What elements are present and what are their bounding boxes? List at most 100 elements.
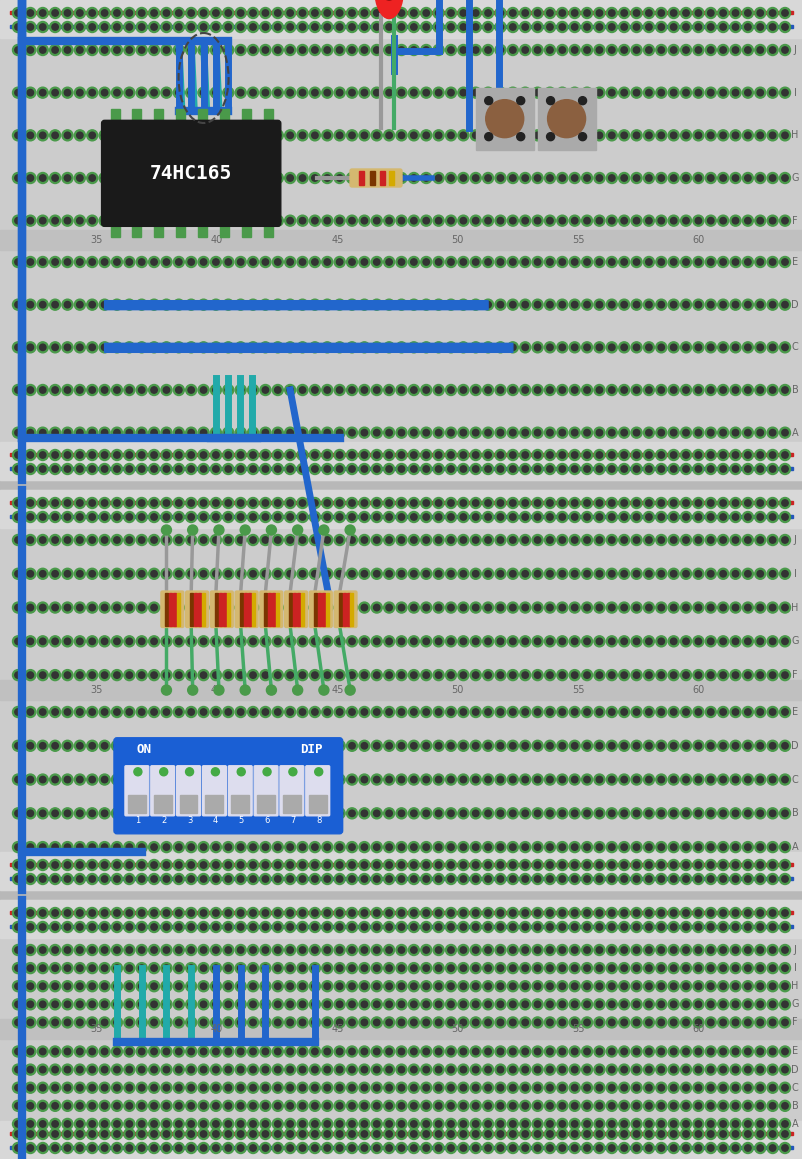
Text: A: A [791, 428, 797, 438]
Circle shape [346, 1016, 357, 1028]
Circle shape [52, 1001, 59, 1007]
Circle shape [76, 862, 83, 868]
Circle shape [781, 344, 788, 350]
Circle shape [64, 604, 71, 611]
Bar [173, 592, 176, 626]
Circle shape [719, 1131, 726, 1137]
Circle shape [297, 87, 308, 99]
Circle shape [213, 672, 219, 678]
Circle shape [371, 7, 382, 19]
Circle shape [52, 344, 59, 350]
Text: 3: 3 [187, 816, 192, 825]
Circle shape [39, 1048, 46, 1055]
Circle shape [138, 46, 144, 53]
Circle shape [262, 218, 269, 224]
Circle shape [581, 636, 592, 647]
Circle shape [101, 672, 107, 678]
Circle shape [225, 1066, 231, 1073]
Circle shape [695, 862, 701, 868]
Circle shape [383, 907, 394, 918]
Circle shape [532, 1047, 542, 1057]
Circle shape [346, 7, 357, 19]
Circle shape [593, 299, 604, 311]
Circle shape [655, 173, 666, 183]
Circle shape [324, 344, 330, 350]
Circle shape [507, 636, 518, 647]
Circle shape [225, 513, 231, 520]
Circle shape [484, 1131, 491, 1137]
Circle shape [247, 299, 258, 311]
Circle shape [210, 1064, 221, 1076]
Circle shape [519, 1118, 530, 1129]
Circle shape [423, 639, 429, 644]
Circle shape [398, 537, 404, 544]
Circle shape [620, 46, 626, 53]
Circle shape [235, 568, 246, 580]
Circle shape [75, 1083, 85, 1093]
Circle shape [39, 1145, 46, 1151]
Circle shape [114, 810, 120, 817]
Circle shape [645, 743, 651, 749]
Circle shape [484, 777, 491, 782]
Circle shape [435, 301, 441, 308]
Circle shape [361, 862, 367, 868]
Circle shape [679, 981, 691, 992]
Circle shape [322, 173, 332, 183]
Circle shape [457, 921, 468, 933]
Circle shape [136, 534, 147, 546]
Circle shape [213, 175, 219, 181]
Circle shape [432, 1143, 444, 1153]
Circle shape [717, 981, 727, 992]
Circle shape [64, 218, 71, 224]
Circle shape [620, 1102, 626, 1109]
Circle shape [136, 1100, 147, 1111]
Circle shape [695, 500, 701, 506]
Circle shape [361, 466, 367, 472]
Circle shape [373, 452, 379, 458]
Circle shape [262, 1102, 269, 1109]
Circle shape [76, 639, 83, 644]
Circle shape [87, 173, 98, 183]
Circle shape [373, 743, 379, 749]
Circle shape [658, 24, 664, 30]
Circle shape [348, 175, 354, 181]
Circle shape [386, 604, 392, 611]
Circle shape [75, 130, 85, 141]
Circle shape [160, 670, 172, 680]
Circle shape [435, 777, 441, 782]
Circle shape [781, 1145, 788, 1151]
Bar [0, 490, 802, 529]
Circle shape [618, 963, 629, 974]
Circle shape [556, 497, 567, 509]
Circle shape [274, 1001, 281, 1007]
Circle shape [742, 1064, 752, 1076]
Circle shape [457, 1016, 468, 1028]
Circle shape [114, 537, 120, 544]
Circle shape [445, 981, 456, 992]
Circle shape [432, 707, 444, 717]
Circle shape [322, 450, 332, 460]
Circle shape [297, 741, 308, 751]
Circle shape [448, 1121, 454, 1128]
Circle shape [160, 173, 172, 183]
Circle shape [198, 534, 209, 546]
Circle shape [322, 921, 332, 933]
Circle shape [521, 387, 528, 393]
Circle shape [213, 344, 219, 350]
Circle shape [163, 132, 169, 139]
Circle shape [25, 22, 36, 32]
Circle shape [423, 500, 429, 506]
Circle shape [89, 1121, 95, 1128]
Bar [282, 795, 301, 812]
Circle shape [448, 672, 454, 678]
Circle shape [655, 44, 666, 56]
Circle shape [692, 1016, 703, 1028]
Circle shape [642, 945, 654, 955]
Circle shape [309, 22, 320, 32]
Circle shape [50, 1100, 60, 1111]
Circle shape [460, 983, 466, 990]
Bar [220, 221, 229, 238]
Circle shape [704, 707, 715, 717]
Circle shape [148, 945, 160, 955]
Circle shape [334, 22, 345, 32]
